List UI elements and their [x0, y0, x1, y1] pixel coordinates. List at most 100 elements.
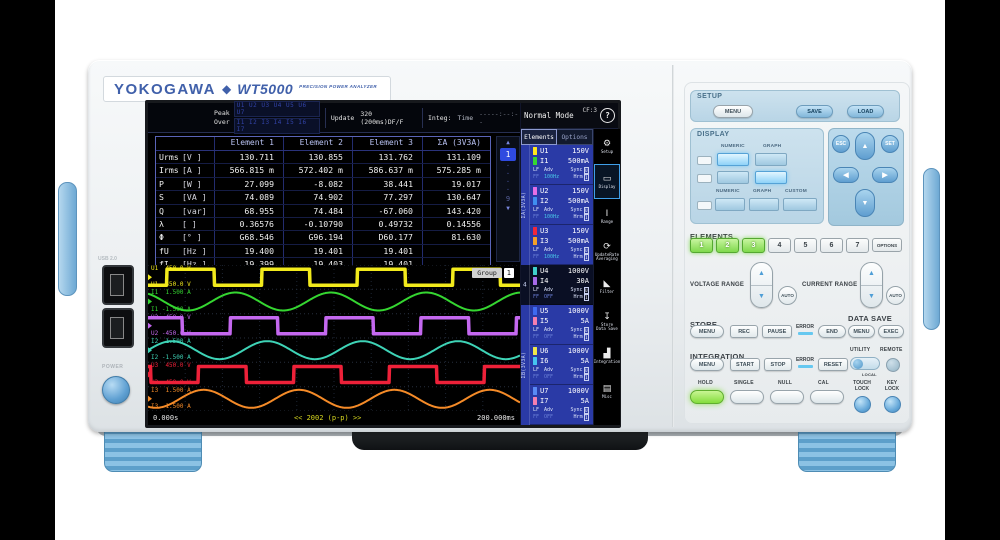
page-down-button[interactable]: ▼ — [506, 205, 510, 212]
touch-screen[interactable]: Peak Over U1 U2 U3 U4 U5 U6 U7 I1 I2 I3 … — [145, 100, 621, 428]
up-arrow-button[interactable]: ▲ — [855, 132, 875, 160]
tab-elements[interactable]: Elements — [521, 129, 557, 145]
graph-upper-button[interactable] — [755, 153, 787, 166]
time-axis: 0.000s << 2002 (p-p) >> 200.000ms — [148, 411, 520, 424]
key-lock-button[interactable] — [884, 396, 901, 413]
menu-updaterate-button[interactable]: ⟳ UpdateRate Averaging — [594, 241, 620, 261]
right-arrow-button[interactable]: ▶ — [872, 167, 898, 183]
options-button[interactable]: OPTIONS — [872, 238, 902, 252]
trace-i1-lower-scale: I1 -1.500 A — [151, 305, 191, 313]
current-auto-button[interactable]: AUTO — [886, 286, 905, 305]
reset-button[interactable]: RESET — [818, 358, 848, 371]
voltage-range-up[interactable]: ▲ — [758, 270, 765, 278]
graph-lower-button[interactable] — [755, 171, 787, 184]
set-button[interactable]: SET — [881, 135, 899, 153]
menu-misc-button[interactable]: ▤ Misc — [602, 383, 612, 399]
stop-button[interactable]: STOP — [764, 358, 792, 371]
rec-button[interactable]: REC — [730, 325, 758, 338]
load-button[interactable]: LOAD — [847, 105, 884, 118]
save-button[interactable]: SAVE — [796, 105, 833, 118]
right-handle[interactable] — [923, 168, 940, 330]
custom-col-label: CUSTOM — [785, 189, 807, 194]
last-page-number[interactable]: 9 — [505, 195, 511, 203]
current-channel-name: I4 — [540, 277, 549, 285]
tab-options[interactable]: Options — [557, 129, 593, 145]
integration-menu-button[interactable]: MENU — [690, 358, 724, 371]
element-entry-u6[interactable]: U6 1000V I6 5A LF FF Adv OFF Sync U Hrm 1 — [530, 345, 593, 385]
misc-icon: ▤ — [602, 383, 612, 394]
element-5-button[interactable]: 5 — [794, 238, 817, 253]
cal-button[interactable] — [810, 390, 844, 404]
cell-value: 130.711 — [214, 151, 283, 164]
help-icon[interactable]: ? — [600, 108, 615, 123]
utility-button[interactable] — [850, 357, 880, 370]
start-button[interactable]: START — [730, 358, 760, 371]
current-range-value: 500mA — [567, 157, 589, 165]
graph-full-button[interactable] — [749, 198, 779, 211]
element-list: ΣA(3V3A) U1 150V I1 500mA LF FF Adv 100Hz Sync U Hr… — [521, 145, 593, 425]
setup-section: SETUP MENU SAVE LOAD — [690, 90, 900, 122]
filter-icon: ◣ — [603, 278, 611, 289]
menu-range-button[interactable]: Ⅰ Range — [600, 208, 614, 224]
current-range-up[interactable]: ▲ — [868, 270, 875, 278]
esc-button[interactable]: ESC — [832, 135, 850, 153]
hold-button[interactable] — [690, 390, 724, 404]
model-tagline: PRECISION POWER ANALYZER — [299, 84, 378, 89]
current-page-badge[interactable]: 1 — [500, 148, 516, 161]
cell-value: -8.082 — [283, 177, 352, 191]
voltage-range-down[interactable]: ▼ — [751, 284, 772, 308]
compression-label: << 2002 (p-p) >> — [293, 413, 362, 422]
menu-display-button[interactable]: ▭ Display — [594, 164, 620, 199]
element-7-button[interactable]: 7 — [846, 238, 869, 253]
pause-button[interactable]: PAUSE — [762, 325, 792, 338]
current-range-rocker[interactable]: ▲ ▼ — [860, 262, 883, 308]
numeric-full-button[interactable] — [715, 198, 745, 211]
page-up-button[interactable]: ▲ — [506, 139, 510, 146]
store-title: STORE — [690, 320, 717, 329]
power-label: POWER — [102, 364, 124, 370]
group-chip[interactable]: Group 1 — [472, 268, 514, 278]
element-6-button[interactable]: 6 — [820, 238, 843, 253]
left-handle[interactable] — [58, 182, 77, 296]
element-entry-u1[interactable]: U1 150V I1 500mA LF FF Adv 100Hz Sync U Hrm 1 — [530, 145, 593, 185]
voltage-auto-button[interactable]: AUTO — [778, 286, 797, 305]
element-3-button[interactable]: 3 — [742, 238, 765, 253]
element-2-button[interactable]: 2 — [716, 238, 739, 253]
element-4-button[interactable]: 4 — [768, 238, 791, 253]
power-button[interactable] — [102, 376, 130, 404]
menu-store-button[interactable]: ↧ Store Data Save — [596, 311, 618, 331]
numeric-upper-button[interactable] — [717, 153, 749, 166]
single-button[interactable] — [730, 390, 764, 404]
element-entry-u3[interactable]: U3 150V I3 500mA LF FF Adv 100Hz Sync U Hrm 1 — [530, 225, 593, 265]
touch-lock-button[interactable] — [854, 396, 871, 413]
usb-port-1[interactable] — [102, 265, 134, 305]
element-entry-u5[interactable]: U5 1000V I5 5A LF FF Adv OFF Sync U Hrm 1 — [530, 305, 593, 345]
custom-button[interactable] — [783, 198, 817, 211]
down-arrow-button[interactable]: ▼ — [855, 189, 875, 217]
menu-setup-button[interactable]: ⚙ Setup — [600, 138, 614, 154]
element-1-button[interactable]: 1 — [690, 238, 713, 253]
menu-integration-button[interactable]: ▟ Integration — [593, 348, 621, 364]
setup-menu-button[interactable]: MENU — [713, 105, 753, 118]
cell-value: 74.902 — [283, 191, 352, 204]
data-save-menu-button[interactable]: MENU — [848, 325, 875, 338]
usb-port-2[interactable] — [102, 308, 134, 348]
element-entry-u7[interactable]: U7 1000V I7 5A LF FF Adv OFF Sync U Hrm 1 — [530, 385, 593, 425]
page-strip[interactable]: ▲ 1 · · · · 9 ▼ — [496, 136, 520, 262]
row-unit: [A ] — [182, 165, 202, 176]
cell-value: -67.060 — [352, 204, 422, 217]
numeric-lower-button[interactable] — [717, 171, 749, 184]
voltage-range-rocker[interactable]: ▲ ▼ — [750, 262, 773, 308]
hold-label: HOLD — [698, 380, 713, 386]
store-menu-button[interactable]: MENU — [690, 325, 724, 338]
end-button[interactable]: END — [818, 325, 846, 338]
exec-button[interactable]: EXEC — [878, 325, 904, 338]
range-icon: Ⅰ — [605, 208, 609, 219]
menu-filter-button[interactable]: ◣ Filter — [599, 278, 615, 294]
current-range-down[interactable]: ▼ — [861, 284, 882, 308]
null-button[interactable] — [770, 390, 804, 404]
element-entry-u4[interactable]: U4 1000V I4 30A LF FF Adv OFF Sync U Hrm 1 — [530, 265, 593, 305]
waveform-display[interactable]: Group 1 U1 450.0 V U1 -450.0 V I1 1.500 A I… — [148, 265, 520, 411]
element-entry-u2[interactable]: U2 150V I2 500mA LF FF Adv 100Hz Sync U Hrm 1 — [530, 185, 593, 225]
left-arrow-button[interactable]: ◀ — [833, 167, 859, 183]
